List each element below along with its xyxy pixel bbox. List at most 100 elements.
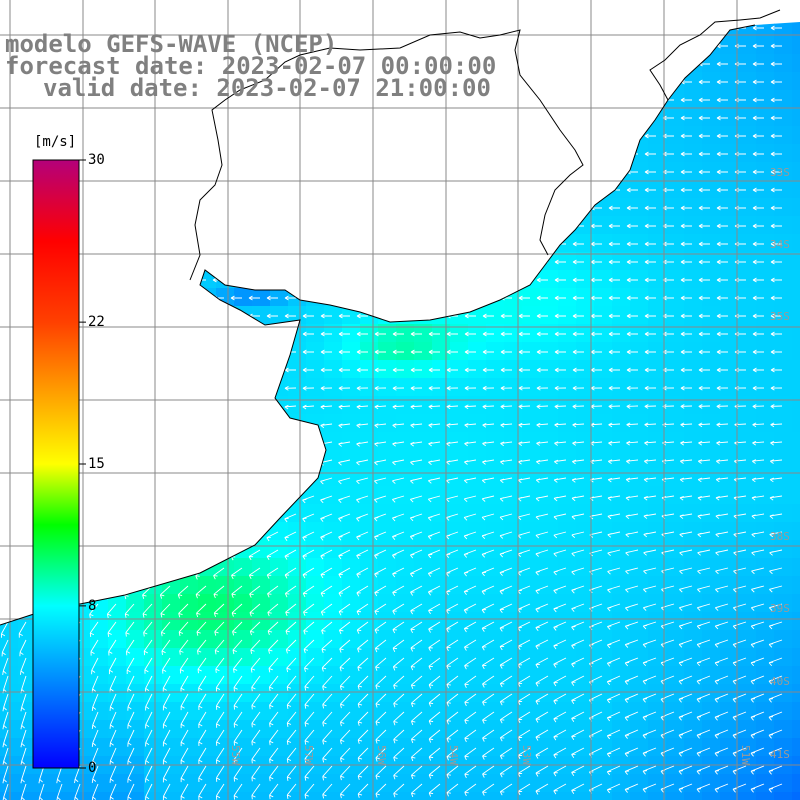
field-cell bbox=[774, 504, 793, 523]
field-cell bbox=[126, 180, 145, 199]
field-cell bbox=[450, 558, 469, 577]
field-cell bbox=[558, 324, 577, 343]
field-cell bbox=[288, 216, 307, 235]
wind-arrow bbox=[626, 115, 638, 121]
wind-arrow bbox=[123, 8, 134, 12]
wind-arrow bbox=[393, 693, 405, 708]
wind-arrow bbox=[606, 675, 621, 686]
wind-arrow bbox=[536, 441, 549, 446]
field-cell bbox=[756, 468, 775, 487]
field-cell bbox=[540, 630, 559, 649]
field-cell bbox=[648, 486, 667, 505]
field-cell bbox=[684, 198, 703, 217]
field-cell bbox=[126, 468, 145, 487]
wind-arrow bbox=[590, 79, 602, 85]
wind-arrow bbox=[180, 729, 189, 747]
wind-arrow bbox=[752, 25, 764, 31]
field-cell bbox=[360, 414, 379, 433]
field-cell bbox=[594, 468, 613, 487]
field-cell bbox=[0, 486, 19, 505]
wind-arrow bbox=[145, 711, 153, 729]
wind-arrow bbox=[590, 97, 602, 103]
field-cell bbox=[450, 360, 469, 379]
field-cell bbox=[234, 414, 253, 433]
field-cell bbox=[540, 522, 559, 541]
field-cell bbox=[324, 576, 343, 595]
field-cell bbox=[594, 720, 613, 739]
wind-arrow bbox=[590, 133, 602, 139]
field-cell bbox=[234, 486, 253, 505]
field-cell bbox=[180, 144, 199, 163]
field-cell bbox=[666, 432, 685, 451]
wind-arrow bbox=[145, 729, 153, 747]
wind-arrow bbox=[679, 549, 693, 556]
field-cell bbox=[306, 216, 325, 235]
wind-arrow bbox=[680, 25, 692, 31]
field-cell bbox=[306, 612, 325, 631]
wind-arrow bbox=[428, 783, 441, 797]
wind-arrow bbox=[768, 639, 783, 648]
field-cell bbox=[108, 234, 127, 253]
wind-arrow bbox=[644, 97, 656, 103]
wind-arrow bbox=[535, 657, 549, 669]
wind-arrow bbox=[374, 331, 386, 337]
wind-arrow bbox=[482, 693, 495, 706]
wind-arrow bbox=[125, 621, 135, 637]
field-cell bbox=[90, 702, 109, 721]
wind-arrow bbox=[572, 422, 585, 428]
wind-arrow bbox=[74, 783, 81, 800]
wind-arrow bbox=[678, 639, 693, 648]
wind-arrow bbox=[410, 43, 422, 49]
wind-arrow bbox=[770, 79, 782, 85]
wind-arrow bbox=[680, 385, 693, 391]
wind-arrow bbox=[91, 783, 99, 800]
field-cell bbox=[432, 198, 451, 217]
wind-arrow bbox=[176, 277, 188, 283]
field-cell bbox=[612, 720, 631, 739]
field-cell bbox=[108, 702, 127, 721]
wind-arrow bbox=[572, 79, 584, 85]
field-cell bbox=[540, 288, 559, 307]
wind-arrow bbox=[714, 693, 729, 703]
wind-arrow bbox=[696, 657, 711, 667]
field-cell bbox=[396, 702, 415, 721]
wind-arrow bbox=[768, 621, 783, 630]
field-cell bbox=[540, 0, 559, 19]
field-cell bbox=[450, 774, 469, 793]
wind-arrow bbox=[464, 385, 477, 391]
wind-arrow bbox=[626, 385, 639, 391]
field-cell bbox=[504, 486, 523, 505]
wind-arrow bbox=[750, 639, 765, 648]
field-cell bbox=[90, 252, 109, 271]
field-cell bbox=[396, 324, 415, 343]
wind-arrow bbox=[266, 133, 278, 139]
wind-arrow bbox=[680, 422, 693, 428]
field-cell bbox=[198, 576, 217, 595]
field-cell bbox=[342, 378, 361, 397]
wind-arrow bbox=[248, 349, 260, 355]
wind-arrow bbox=[536, 187, 548, 193]
wind-arrow bbox=[320, 187, 332, 193]
wind-arrow bbox=[698, 79, 710, 85]
field-cell bbox=[612, 234, 631, 253]
wind-arrow bbox=[518, 385, 531, 391]
field-cell bbox=[558, 180, 577, 199]
wind-arrow bbox=[249, 621, 261, 636]
wind-arrow bbox=[393, 765, 405, 780]
field-cell bbox=[504, 468, 523, 487]
wind-arrow bbox=[212, 151, 224, 157]
field-cell bbox=[630, 22, 649, 37]
field-cell bbox=[612, 774, 631, 793]
wind-arrow bbox=[338, 549, 351, 560]
wind-arrow bbox=[750, 603, 765, 611]
wind-arrow bbox=[463, 603, 477, 614]
field-cell bbox=[252, 504, 271, 523]
wind-arrow bbox=[104, 495, 117, 505]
field-cell bbox=[306, 234, 325, 253]
wind-arrow bbox=[127, 711, 135, 729]
wind-arrow bbox=[590, 223, 602, 229]
field-cell bbox=[702, 324, 721, 343]
wind-arrow bbox=[105, 531, 117, 543]
field-cell bbox=[54, 108, 73, 127]
wind-arrow bbox=[428, 259, 440, 265]
